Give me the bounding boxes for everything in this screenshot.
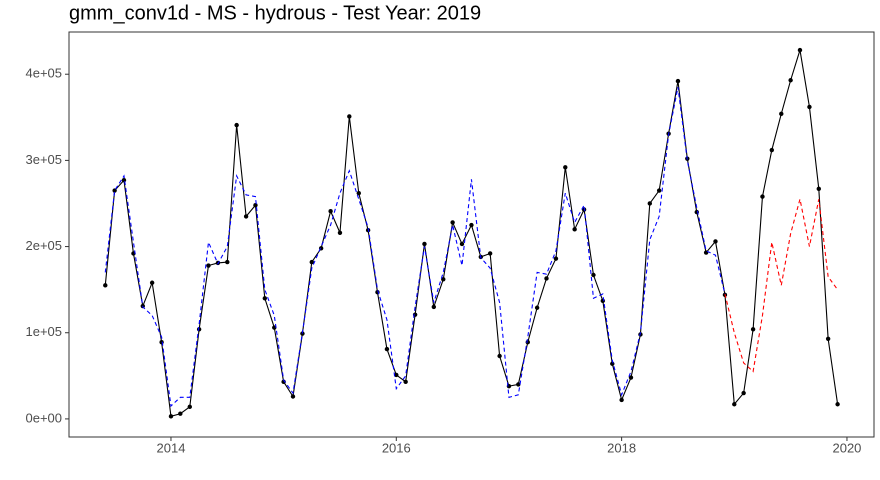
data-point (572, 227, 577, 232)
data-point (234, 122, 239, 128)
data-point (328, 209, 333, 214)
data-point (779, 111, 784, 117)
data-point (431, 304, 437, 310)
data-point (337, 230, 343, 235)
series-line (104, 49, 839, 418)
data-point (534, 305, 540, 310)
data-point (487, 251, 493, 256)
data-point (469, 222, 474, 228)
data-point (459, 241, 465, 247)
data-point (422, 241, 427, 247)
data-point (788, 78, 793, 83)
data-point (112, 188, 117, 193)
data-point (262, 296, 268, 301)
data-point (525, 340, 530, 345)
data-point (300, 331, 305, 336)
data-point (394, 372, 399, 378)
data-point (563, 165, 568, 170)
data-point (168, 414, 174, 419)
data-point (628, 375, 634, 380)
data-point (816, 186, 821, 192)
x-tick-label: 2014 (157, 440, 186, 455)
data-point (656, 188, 662, 193)
data-point (309, 259, 314, 265)
data-point (103, 283, 108, 288)
data-point (206, 263, 211, 268)
data-point (760, 194, 765, 199)
x-tick-label: 2018 (607, 440, 636, 455)
data-point (225, 259, 230, 265)
data-point (159, 340, 164, 345)
y-tick-label: 1e+05 (25, 324, 62, 339)
data-point (647, 201, 652, 206)
data-point (384, 346, 390, 352)
data-point (769, 147, 775, 153)
y-tick-label: 4e+05 (25, 66, 62, 81)
data-point (553, 256, 559, 261)
data-point (600, 298, 606, 304)
data-point (497, 353, 502, 359)
y-tick-label: 2e+05 (25, 238, 62, 253)
data-point (450, 220, 455, 225)
data-point (290, 394, 296, 399)
data-point (178, 411, 183, 416)
data-point (750, 327, 756, 332)
series-line (104, 87, 726, 408)
panel-border (68, 31, 875, 438)
data-point (403, 379, 408, 385)
data-point (797, 47, 803, 53)
data-point (675, 78, 681, 84)
data-point (149, 280, 155, 285)
data-point (356, 190, 361, 196)
data-point (825, 336, 831, 341)
data-point (121, 178, 127, 183)
data-point (591, 272, 596, 278)
data-point (187, 404, 192, 410)
y-tick-label: 3e+05 (25, 152, 62, 167)
data-point (544, 276, 549, 281)
data-point (713, 239, 718, 244)
data-point (516, 382, 521, 387)
chart-title: gmm_conv1d - MS - hydrous - Test Year: 2… (69, 2, 481, 24)
data-point (347, 114, 352, 119)
data-point (441, 277, 446, 282)
data-point (619, 397, 624, 403)
data-point (741, 390, 746, 396)
data-point (243, 214, 249, 219)
data-point (807, 104, 812, 110)
y-tick-label: 0e+00 (25, 410, 62, 425)
data-point (253, 203, 258, 208)
x-tick-label: 2016 (382, 440, 411, 455)
series-line (724, 199, 839, 373)
data-point (732, 402, 737, 407)
x-tick-label: 2020 (832, 440, 861, 455)
data-point (835, 402, 840, 407)
